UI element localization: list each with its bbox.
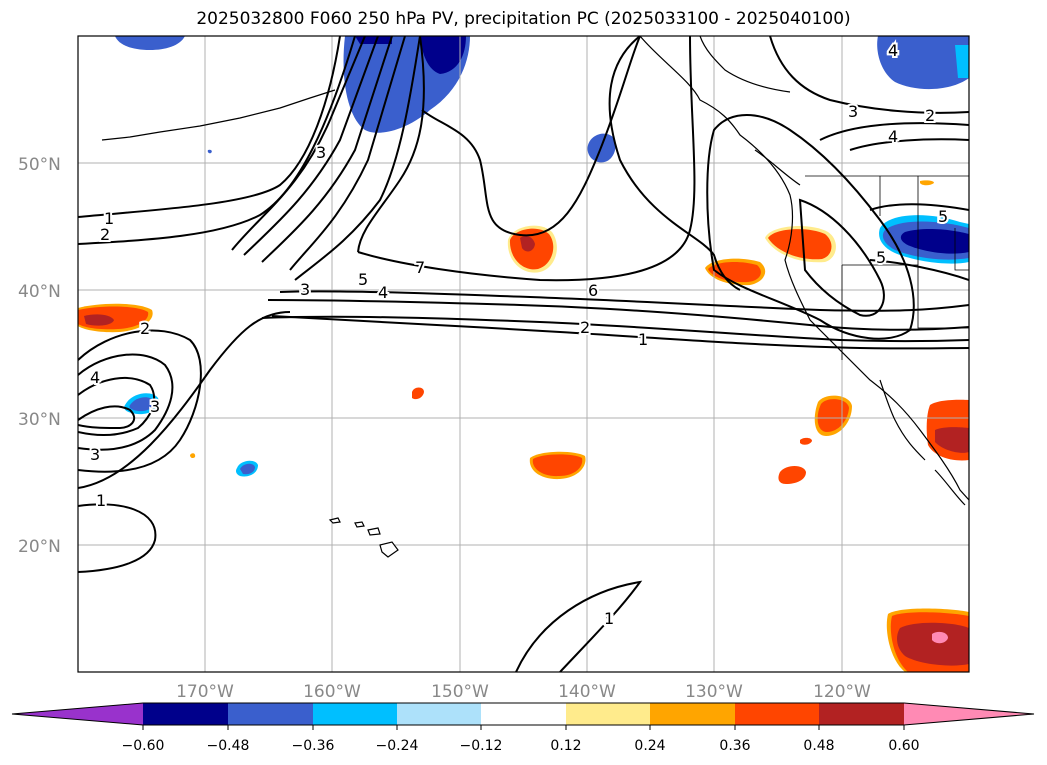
pv-contour-label: 3 <box>316 143 326 162</box>
pv-contour-label: 4 <box>378 283 388 302</box>
colorbar-tick-label: 0.48 <box>803 738 834 754</box>
map-panel <box>78 36 969 672</box>
colorbar-tick-label: 0.24 <box>634 738 665 754</box>
lon-label: 160°W <box>303 682 361 702</box>
colorbar-segment <box>397 703 481 725</box>
colorbar-extend-high <box>904 703 1034 725</box>
colorbar-tick-label: −0.36 <box>292 738 335 754</box>
pv-contour-label: 7 <box>415 258 425 277</box>
colorbar-segment <box>819 703 904 725</box>
lat-label: 50°N <box>18 155 61 175</box>
pv-contour-label: 1 <box>604 609 614 628</box>
map-frame <box>77 35 970 673</box>
colorbar-segment <box>313 703 397 725</box>
map-title: 2025032800 F060 250 hPa PV, precipitatio… <box>196 9 851 29</box>
pv-contour-label: 5 <box>876 248 886 267</box>
colorbar-segment <box>481 703 566 725</box>
pv-contour-label: 1 <box>638 330 648 349</box>
lon-label: 140°W <box>558 682 616 702</box>
colorbar-segment <box>143 703 228 725</box>
pv-contour-label: 2 <box>100 225 110 244</box>
lon-label: 170°W <box>176 682 234 702</box>
pv-contour-label: 1 <box>104 209 114 228</box>
precip-shading <box>78 36 969 672</box>
hawaii-islands <box>328 517 399 558</box>
pv-contour-label: 2 <box>925 106 935 125</box>
colorbar-tick-label: −0.24 <box>376 738 419 754</box>
lat-label: 40°N <box>18 282 61 302</box>
colorbar-segment <box>650 703 735 725</box>
pv-contour-label: 2 <box>580 318 590 337</box>
pv-contour-label: 3 <box>90 445 100 464</box>
colorbar-tick-label: 0.60 <box>888 738 919 754</box>
pv-contour-label: 3 <box>300 280 310 299</box>
pv-contour-label: 4 <box>888 41 898 60</box>
pv-contour-labels: 1 2 3 4 5 6 7 3 4 5 2 1 2 4 3 1 3 2 3 4 … <box>88 39 950 630</box>
pv-contour-label: 1 <box>96 491 106 510</box>
pv-contour-label: 3 <box>603 609 613 628</box>
pv-contour-label: 3 <box>848 102 858 121</box>
pv-contours <box>78 36 969 672</box>
pv-contour-label: 2 <box>140 319 150 338</box>
colorbar-extend-low <box>12 703 143 725</box>
pv-contour-label: 5 <box>358 270 368 289</box>
colorbar-segment <box>228 703 313 725</box>
lat-label: 20°N <box>18 537 61 557</box>
pv-contour-label: 6 <box>588 281 598 300</box>
colorbar: −0.60 −0.48 −0.36 −0.24 −0.12 0.12 0.24 … <box>11 702 1035 754</box>
colorbar-tick-label: −0.60 <box>122 738 165 754</box>
lon-label: 120°W <box>813 682 871 702</box>
lon-label: 150°W <box>431 682 489 702</box>
pv-contour-label: 4 <box>888 127 898 146</box>
colorbar-tick-label: 0.36 <box>719 738 750 754</box>
colorbar-segment <box>566 703 650 725</box>
colorbar-tick-label: −0.48 <box>207 738 250 754</box>
lon-label: 130°W <box>685 682 743 702</box>
longitude-labels: 170°W 160°W 150°W 140°W 130°W 120°W <box>176 682 871 702</box>
lat-label: 30°N <box>18 410 61 430</box>
colorbar-segment <box>735 703 819 725</box>
pv-contour-label: 3 <box>150 397 160 416</box>
pv-contour-label: 4 <box>90 368 100 387</box>
colorbar-tick-label: −0.12 <box>460 738 503 754</box>
latitude-labels: 50°N 40°N 30°N 20°N <box>18 155 61 557</box>
pv-contour-label: 5 <box>938 207 948 226</box>
colorbar-tick-label: 0.12 <box>550 738 581 754</box>
coastlines <box>101 36 969 506</box>
